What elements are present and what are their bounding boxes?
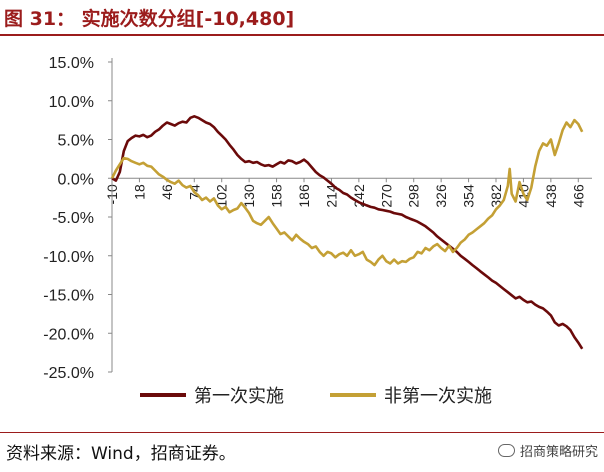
y-tick-label: 5.0% [58, 133, 94, 150]
x-tick-label: 186 [296, 184, 312, 208]
footer-divider [0, 432, 604, 433]
y-tick-label: -15.0% [43, 288, 94, 305]
series-line-1 [111, 115, 584, 350]
chart-area: -25.0% -20.0% -15.0% -10.0% -5.0% 0.0% 5.0% 10.… [0, 40, 604, 432]
wechat-icon [497, 444, 515, 457]
legend-label: 非第一次实施 [384, 386, 492, 407]
brand-label: 招商策略研究 [519, 445, 598, 460]
y-tick-label: -25.0% [43, 365, 94, 382]
brand-watermark: 招商策略研究 [497, 441, 598, 460]
y-tick-label: -20.0% [43, 326, 94, 343]
y-tick-label: -5.0% [52, 210, 94, 227]
x-tick-label: 326 [433, 184, 449, 208]
y-tick-label: 0.0% [58, 171, 94, 188]
x-tick-label: 270 [378, 184, 394, 208]
x-tick-label: 354 [461, 184, 477, 208]
x-tick-label: 158 [269, 184, 285, 208]
series-line-2 [110, 118, 584, 267]
y-tick-label: 15.0% [49, 55, 94, 72]
x-tick-label: 298 [406, 184, 422, 208]
x-tick-label: 18 [131, 184, 147, 200]
x-tick-label: 438 [543, 184, 559, 208]
y-tick-label: -10.0% [43, 249, 94, 266]
y-tick-label: 10.0% [49, 94, 94, 111]
x-tick-label: 382 [488, 184, 504, 208]
line-chart: -25.0% -20.0% -15.0% -10.0% -5.0% 0.0% 5.0% 10.… [43, 55, 592, 407]
x-tick-label: 466 [570, 184, 586, 208]
x-tick-label: 46 [159, 184, 175, 200]
x-tick-label: 242 [351, 184, 367, 208]
figure-title: 图 31： 实施次数分组[-10,480] [4, 8, 295, 30]
legend-label: 第一次实施 [194, 386, 284, 407]
x-tick-label: 130 [241, 184, 257, 208]
x-tick-label: 102 [214, 184, 230, 208]
x-tick-label: 214 [323, 184, 339, 208]
source-note: 资料来源：Wind，招商证券。 [6, 444, 236, 464]
title-divider [0, 34, 604, 36]
